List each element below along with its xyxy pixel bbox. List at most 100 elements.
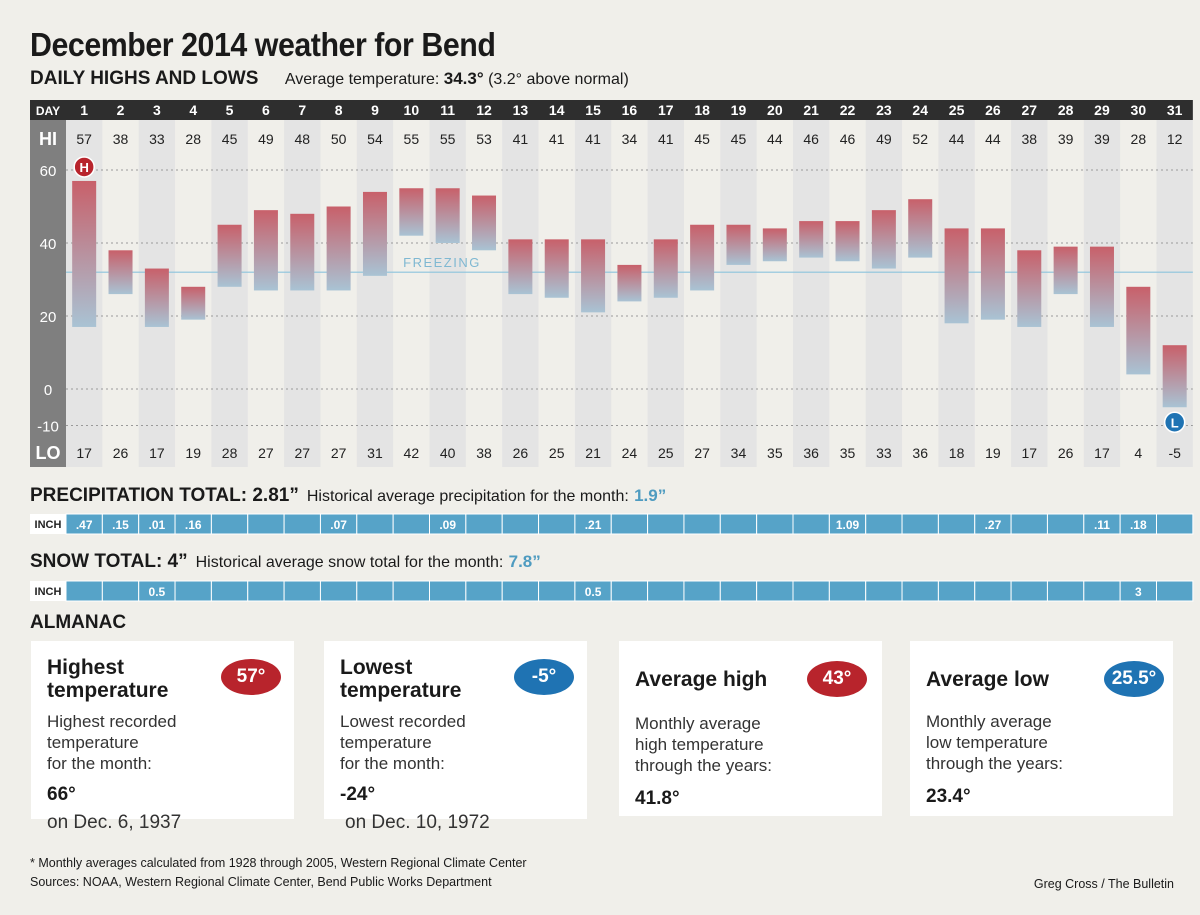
precipitation-historical-value: 1.9” [634,486,667,505]
high-value-label: 55 [404,131,420,147]
temperature-bar [72,180,97,327]
high-value-label: 41 [549,131,565,147]
avg-temp-label: Average temperature: [284,71,440,88]
precipitation-value: .47 [76,518,93,532]
high-value-label: 39 [1058,131,1074,147]
high-marker-label: H [79,160,88,175]
day-number: 21 [803,102,819,118]
precipitation-value: .11 [1094,518,1110,532]
snow-cell [429,580,467,602]
low-value-label: 27 [258,445,274,461]
card-desc-line: through the years: [635,756,773,775]
low-value-label: 38 [476,445,492,461]
high-value-label: 49 [876,131,892,147]
high-value-label: 38 [113,131,129,147]
credit: Greg Cross / The Bulletin [1033,877,1174,891]
low-value-label: 28 [222,445,238,461]
y-tick-label: 60 [40,163,57,180]
precipitation-cell [465,513,503,535]
card-description: Lowest recorded temperature for the mont… [340,711,540,774]
temperature-bar [472,195,497,251]
day-number: 31 [1167,102,1183,118]
high-marker-icon [73,156,95,178]
precipitation-cell [901,513,939,535]
snow-cell [101,580,140,602]
day-stripe [429,100,466,467]
card-desc-line: Monthly average [635,714,761,733]
temperature-bar [690,224,715,291]
card-desc-line: through the years: [926,754,1064,773]
temperature-bar [290,213,315,291]
precipitation-row-label: INCH [35,519,62,531]
low-value-label: 36 [912,445,928,461]
high-value-label: 28 [185,131,201,147]
day-label-cell [30,100,66,120]
temperature-bar [726,224,751,265]
precipitation-cell [247,513,285,535]
low-value-label: 34 [731,445,747,461]
temperature-bar [1017,250,1042,327]
low-marker-label: L [1171,415,1179,430]
snow-cell [792,580,830,602]
snow-cell [828,580,867,602]
snow-title: SNOW TOTAL: 4” [30,551,188,572]
high-value-label: 34 [622,131,638,147]
snow-cell [65,580,103,602]
temperature-bar [435,188,460,243]
high-value-label: 50 [331,131,347,147]
y-tick-label: -10 [37,419,59,436]
almanac-card-lowest: Lowest temperature -5° Lowest recorded t… [324,641,587,819]
temperature-bar [617,264,642,302]
average-temperature: Average temperature: 34.3° (3.2° above n… [284,69,629,88]
precipitation-cell [647,513,685,535]
temperature-bar [326,206,351,291]
day-number: 30 [1131,102,1147,118]
snow-historical-value: 7.8” [508,552,541,571]
high-value-label: 46 [840,131,856,147]
high-value-label: 38 [1021,131,1037,147]
snow-cell [1083,580,1121,602]
snow-value: 0.5 [585,585,602,599]
high-value-label: 33 [149,131,165,147]
temperature-bar [181,286,206,320]
day-header-bar [66,100,1193,120]
low-value-label: 35 [840,445,856,461]
temperature-bar [1162,345,1187,408]
temperature-bar [653,239,678,298]
low-value-label: 19 [185,445,201,461]
precipitation-cell [683,513,721,535]
low-value-label: 27 [294,445,310,461]
day-stripe [720,100,757,467]
precipitation-cell [210,513,249,535]
card-date: on Dec. 10, 1972 [345,812,490,833]
day-number: 1 [80,102,88,118]
low-value-label: 17 [1021,445,1037,461]
snow-cell [356,580,394,602]
low-value-label: 27 [694,445,710,461]
temperature-bar [1126,286,1151,375]
day-number: 12 [476,102,492,118]
avg-high-badge: 43° [807,661,867,697]
temperature-chart: DAY 1 2 3 4 5 6 7 8 9 10 11 12 13 14 15 16 17 18 19 20 21 22 23… [30,100,1194,602]
avg-low-badge: 25.5° [1104,661,1164,697]
y-tick-label: 20 [40,309,57,326]
day-number: 14 [549,102,565,118]
high-value-label: 48 [294,131,310,147]
low-value-label: 27 [331,445,347,461]
temperature-bar [762,228,787,262]
snow-cell [1046,580,1085,602]
snow-cell [719,580,758,602]
high-value-label: 39 [1094,131,1110,147]
snow-cell [1010,580,1048,602]
day-number: 23 [876,102,892,118]
day-number: 22 [840,102,856,118]
precipitation-value: .01 [149,518,166,532]
low-value-label: 4 [1134,445,1142,461]
day-number: 8 [335,102,343,118]
freezing-label: FREEZING [403,255,481,270]
day-number: 7 [298,102,306,118]
precipitation-value: 1.09 [836,518,860,532]
day-number: 3 [153,102,161,118]
day-number: 25 [949,102,965,118]
high-value-label: 44 [949,131,965,147]
